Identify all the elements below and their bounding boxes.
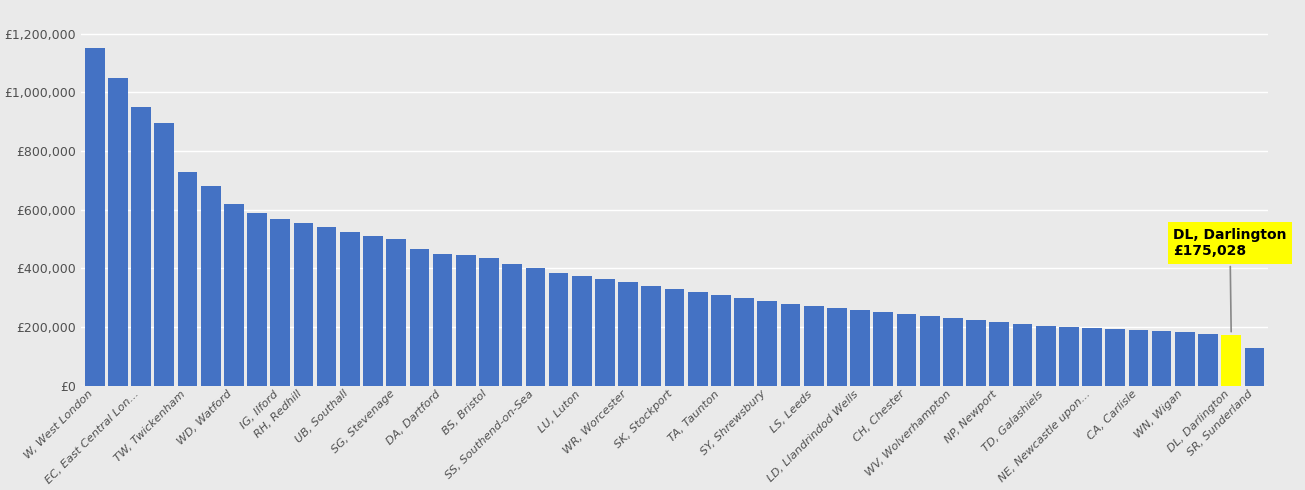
- Bar: [132, 107, 151, 386]
- Bar: [944, 318, 963, 386]
- Bar: [851, 310, 870, 386]
- Bar: [572, 276, 591, 386]
- Bar: [108, 77, 128, 386]
- Bar: [688, 292, 707, 386]
- Bar: [548, 273, 569, 386]
- Bar: [433, 254, 453, 386]
- Bar: [502, 264, 522, 386]
- Bar: [897, 314, 916, 386]
- Bar: [526, 269, 545, 386]
- Bar: [1036, 326, 1056, 386]
- Bar: [735, 298, 754, 386]
- Bar: [270, 219, 290, 386]
- Bar: [1013, 324, 1032, 386]
- Bar: [1105, 329, 1125, 386]
- Bar: [455, 255, 475, 386]
- Bar: [224, 204, 244, 386]
- Bar: [1152, 331, 1172, 386]
- Bar: [920, 316, 940, 386]
- Bar: [664, 289, 684, 386]
- Bar: [201, 186, 221, 386]
- Bar: [989, 322, 1009, 386]
- Bar: [317, 227, 337, 386]
- Bar: [966, 320, 987, 386]
- Bar: [247, 213, 268, 386]
- Bar: [1221, 335, 1241, 386]
- Bar: [780, 304, 800, 386]
- Bar: [757, 301, 778, 386]
- Bar: [154, 123, 174, 386]
- Bar: [294, 223, 313, 386]
- Bar: [711, 295, 731, 386]
- Bar: [363, 236, 382, 386]
- Bar: [1174, 332, 1194, 386]
- Bar: [873, 312, 893, 386]
- Text: DL, Darlington
£175,028: DL, Darlington £175,028: [1173, 228, 1287, 332]
- Bar: [1198, 334, 1218, 386]
- Bar: [827, 308, 847, 386]
- Bar: [1082, 328, 1101, 386]
- Bar: [410, 249, 429, 386]
- Bar: [479, 258, 499, 386]
- Bar: [85, 48, 104, 386]
- Bar: [595, 279, 615, 386]
- Bar: [619, 282, 638, 386]
- Bar: [1129, 330, 1148, 386]
- Bar: [177, 172, 197, 386]
- Bar: [1245, 348, 1265, 386]
- Bar: [386, 239, 406, 386]
- Bar: [804, 306, 823, 386]
- Bar: [1058, 327, 1079, 386]
- Bar: [341, 232, 360, 386]
- Bar: [642, 286, 662, 386]
